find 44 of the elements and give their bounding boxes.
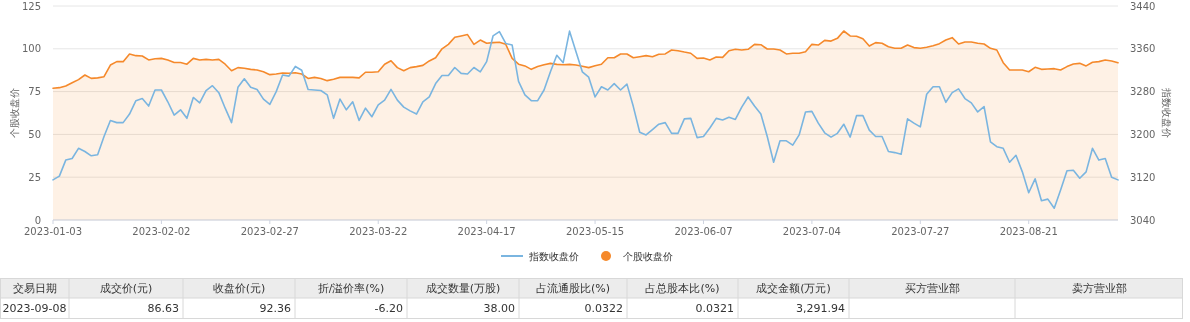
category-label: 成交价(元) (99, 282, 153, 295)
x-tick-label: 2023-01-03 (23, 226, 83, 237)
category-label: 卖方营业部 (1071, 282, 1127, 295)
x-tick-label: 2023-07-04 (782, 226, 841, 237)
category-label: 交易日期 (12, 282, 57, 295)
y2-axis-title: 指数收盘价 (1161, 87, 1172, 138)
text: 92.36 (259, 302, 291, 315)
y2-tick-label: 3440 (1130, 0, 1156, 12)
y2-tick-label: 3200 (1130, 128, 1156, 140)
y2-tick-label: 3360 (1130, 43, 1156, 55)
text: 3,291.94 (796, 302, 845, 315)
legend-label: 指数收盘价 (528, 251, 579, 262)
category-label: 占总股本比(%) (645, 282, 720, 295)
y-tick-label: 0 (34, 214, 41, 226)
text: 86.63 (147, 302, 179, 315)
text: 0.0321 (695, 302, 734, 315)
y-tick-label: 50 (28, 128, 41, 140)
x-tick-label: 2023-03-22 (349, 226, 408, 237)
x-tick-label: 2023-08-21 (999, 226, 1058, 237)
x-tick-label: 2023-07-27 (891, 226, 950, 237)
y-tick-label: 100 (21, 43, 41, 55)
x-tick-label: 2023-04-17 (457, 226, 516, 237)
x-tick-label: 2023-02-02 (132, 226, 191, 237)
x-tick-label: 2023-02-27 (240, 226, 299, 237)
text: -6.20 (374, 302, 403, 315)
y2-tick-label: 3040 (1130, 214, 1156, 226)
legend-label: 个股收盘价 (623, 251, 673, 262)
y-tick-label: 125 (21, 0, 41, 12)
y-tick-label: 75 (28, 86, 41, 98)
category-label: 成交数量(万股) (425, 282, 501, 295)
category-label: 收盘价(元) (212, 282, 266, 295)
y2-tick-label: 3120 (1130, 171, 1156, 183)
category-label: 买方营业部 (904, 282, 960, 295)
x-tick-label: 2023-06-07 (674, 226, 733, 237)
x-tick-label: 2023-05-15 (566, 226, 625, 237)
y2-tick-label: 3280 (1130, 86, 1156, 98)
text: 38.00 (483, 302, 515, 315)
text: 0.0322 (584, 302, 623, 315)
y-tick-label: 25 (28, 171, 41, 183)
category-label: 占流通股比(%) (535, 282, 611, 295)
y-axis-title: 个股收盘价 (9, 88, 20, 138)
category-label: 折/溢价率(%) (317, 282, 385, 295)
text: 2023-09-08 (2, 302, 67, 315)
category-label: 成交金额(万元) (756, 282, 831, 295)
